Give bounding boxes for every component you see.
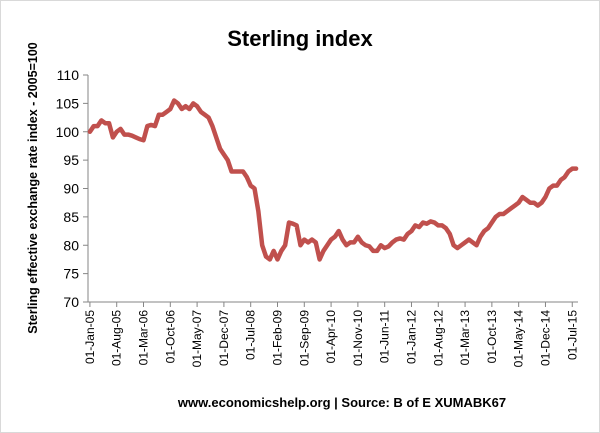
y-tick-label: 95 [63,152,79,168]
x-tick-label: 01-Feb-09 [270,310,284,366]
y-tick-label: 75 [63,266,79,282]
y-tick-label: 90 [63,181,79,197]
y-tick-label: 105 [56,95,80,111]
x-tick-label: 01-Aug-05 [110,310,124,366]
x-tick-label: 01-Jun-11 [378,310,392,363]
footer: www.economicshelp.org | Source: B of E X… [177,395,506,410]
y-tick-label: 85 [63,209,79,225]
x-tick-label: 01-May-14 [512,310,526,368]
x-tick-label: 01-May-07 [190,310,204,368]
x-tick-label: 01-Dec-07 [217,310,231,366]
y-axis-label: Sterling effective exchange rate index -… [26,42,40,334]
data-line [87,98,579,262]
x-tick-label: 01-Mar-13 [458,310,472,366]
x-tick-label: 01-Oct-13 [485,310,499,364]
x-tick-label: 01-Aug-12 [431,310,445,366]
x-tick-label: 01-Jan-05 [83,310,97,364]
x-tick-label: 01-Jan-12 [404,310,418,364]
y-tick-label: 110 [57,67,80,83]
x-tick-label: 01-Jul-08 [244,310,258,360]
x-tick-label: 01-Oct-06 [163,310,177,364]
x-tick-label: 01-Mar-06 [137,310,151,366]
y-tick-label: 70 [63,294,79,310]
x-tick-label: 01-Sep-09 [297,310,311,366]
chart-title: Sterling index [227,26,373,51]
x-tick-label: 01-Nov-10 [351,310,365,366]
y-tick-label: 80 [63,237,79,253]
y-tick-label: 100 [56,124,80,140]
x-tick-label: 01-Apr-10 [324,310,338,364]
x-tick-label: 01-Dec-14 [538,310,552,366]
x-tick-label: 01-Jul-15 [565,310,579,360]
